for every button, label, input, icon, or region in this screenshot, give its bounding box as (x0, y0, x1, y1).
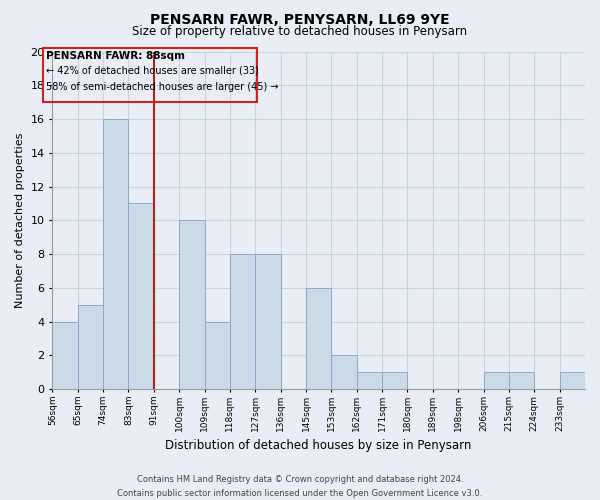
Bar (52, 322, 77, 389)
Bar (103, 119, 128, 389)
Bar (128, 204, 154, 389)
Text: Size of property relative to detached houses in Penysarn: Size of property relative to detached ho… (133, 25, 467, 38)
Bar (357, 372, 382, 389)
Bar (77, 305, 103, 389)
Bar (179, 220, 205, 389)
Bar (205, 322, 230, 389)
Text: PENSARN FAWR, PENYSARN, LL69 9YE: PENSARN FAWR, PENYSARN, LL69 9YE (150, 12, 450, 26)
Bar (382, 372, 407, 389)
Bar (560, 372, 585, 389)
Text: PENSARN FAWR: 88sqm: PENSARN FAWR: 88sqm (46, 50, 185, 60)
Bar (306, 288, 331, 389)
X-axis label: Distribution of detached houses by size in Penysarn: Distribution of detached houses by size … (166, 440, 472, 452)
Bar (509, 372, 534, 389)
Bar (255, 254, 281, 389)
Bar (43, 48, 257, 102)
Bar (331, 356, 357, 389)
Y-axis label: Number of detached properties: Number of detached properties (15, 132, 25, 308)
Text: Contains HM Land Registry data © Crown copyright and database right 2024.
Contai: Contains HM Land Registry data © Crown c… (118, 476, 482, 498)
Bar (484, 372, 509, 389)
Text: ← 42% of detached houses are smaller (33): ← 42% of detached houses are smaller (33… (46, 66, 259, 76)
Text: 58% of semi-detached houses are larger (45) →: 58% of semi-detached houses are larger (… (46, 82, 278, 92)
Bar (230, 254, 255, 389)
